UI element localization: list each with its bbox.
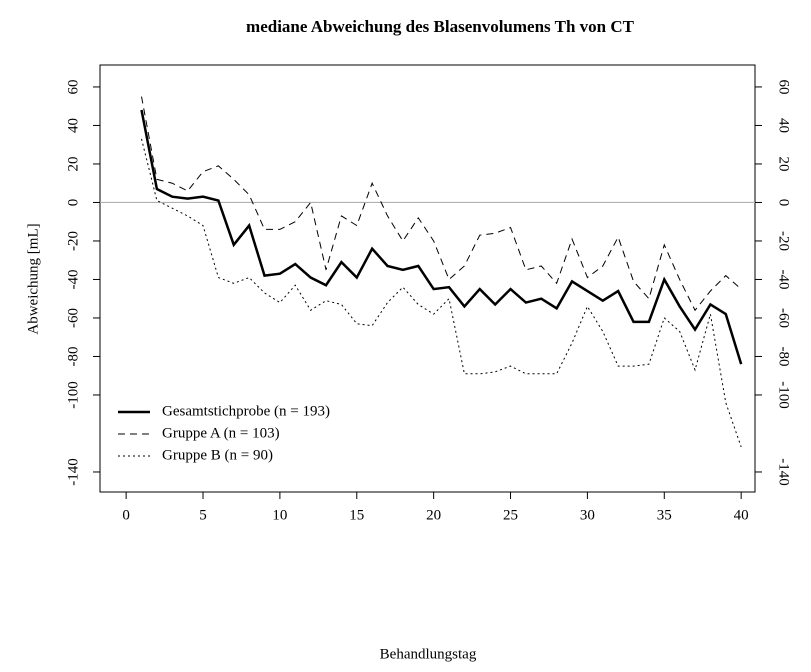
x-tick-label: 25 xyxy=(503,507,518,523)
x-tick-label: 40 xyxy=(734,507,749,523)
chart-title: mediane Abweichung des Blasenvolumens Th… xyxy=(246,17,635,36)
x-tick-label: 10 xyxy=(272,507,287,523)
x-tick-label: 20 xyxy=(426,507,441,523)
y-tick-label: -100 xyxy=(65,381,81,409)
y2-tick-label: 60 xyxy=(776,79,792,94)
legend-label: Gruppe A (n = 103) xyxy=(162,425,280,441)
x-tick-label: 30 xyxy=(580,507,595,523)
y-tick-label: -20 xyxy=(65,231,81,251)
y2-tick-label: -140 xyxy=(776,458,792,486)
y-tick-label: 40 xyxy=(65,118,81,133)
y2-tick-label: -60 xyxy=(776,308,792,328)
y2-tick-label: 0 xyxy=(776,199,792,207)
y-axis-label: Abweichung [mL] xyxy=(25,223,41,334)
x-tick-label: 15 xyxy=(349,507,364,523)
x-tick-label: 35 xyxy=(657,507,672,523)
y-tick-label: 20 xyxy=(65,156,81,171)
x-tick-label: 0 xyxy=(122,507,130,523)
data-line xyxy=(140,109,743,365)
data-line xyxy=(141,96,742,312)
y2-tick-label: -80 xyxy=(776,346,792,366)
x-tick-label: 5 xyxy=(199,507,207,523)
data-line xyxy=(141,138,742,448)
legend-label: Gruppe B (n = 90) xyxy=(162,447,273,463)
y-tick-label: -80 xyxy=(65,346,81,366)
plot-box xyxy=(99,64,756,493)
y2-tick-label: -40 xyxy=(776,269,792,289)
y2-tick-label: 40 xyxy=(776,118,792,133)
y-tick-label: -60 xyxy=(65,308,81,328)
y-tick-label: 0 xyxy=(65,199,81,207)
legend-label: Gesamtstichprobe (n = 193) xyxy=(162,403,330,419)
y-tick-label: 60 xyxy=(65,79,81,94)
y-tick-label: -140 xyxy=(65,458,81,486)
y2-tick-label: -20 xyxy=(776,231,792,251)
y2-tick-label: 20 xyxy=(776,156,792,171)
y-tick-label: -40 xyxy=(65,269,81,289)
x-axis-label: Behandlungstag xyxy=(380,646,477,662)
y2-tick-label: -100 xyxy=(776,381,792,409)
